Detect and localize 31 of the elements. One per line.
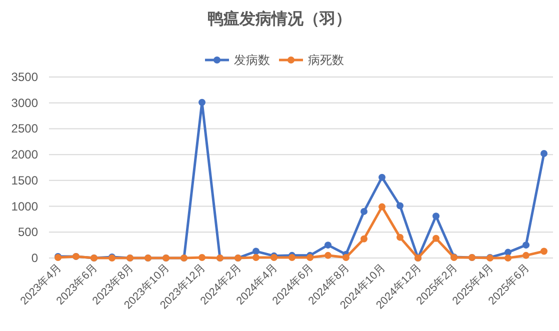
point bbox=[396, 202, 404, 210]
point bbox=[198, 98, 206, 106]
y-tick-label: 1500 bbox=[11, 173, 38, 188]
point bbox=[522, 252, 530, 259]
y-tick-label: 1000 bbox=[11, 199, 38, 214]
point bbox=[360, 208, 368, 215]
point bbox=[540, 248, 548, 255]
point bbox=[378, 203, 386, 210]
point bbox=[504, 254, 512, 262]
y-tick-label: 3000 bbox=[11, 96, 38, 110]
chart-title: 鸭瘟发病情况（羽） bbox=[208, 10, 352, 28]
legend-label: 病死数 bbox=[308, 53, 344, 67]
point bbox=[522, 242, 530, 249]
point bbox=[432, 212, 440, 220]
y-tick-label: 3500 bbox=[11, 70, 38, 84]
point bbox=[360, 235, 368, 242]
point bbox=[252, 248, 260, 255]
point bbox=[540, 150, 548, 158]
point bbox=[342, 254, 350, 261]
point bbox=[432, 234, 440, 242]
point bbox=[396, 234, 404, 241]
point bbox=[252, 254, 260, 261]
point bbox=[324, 242, 332, 249]
y-tick-label: 500 bbox=[18, 225, 38, 240]
y-tick-label: 0 bbox=[31, 251, 38, 265]
y-tick-label: 2500 bbox=[11, 122, 38, 136]
point bbox=[378, 174, 386, 181]
y-tick-label: 2000 bbox=[11, 148, 38, 162]
legend-label: 发病数 bbox=[234, 53, 270, 67]
point bbox=[324, 252, 332, 259]
point bbox=[198, 254, 206, 261]
